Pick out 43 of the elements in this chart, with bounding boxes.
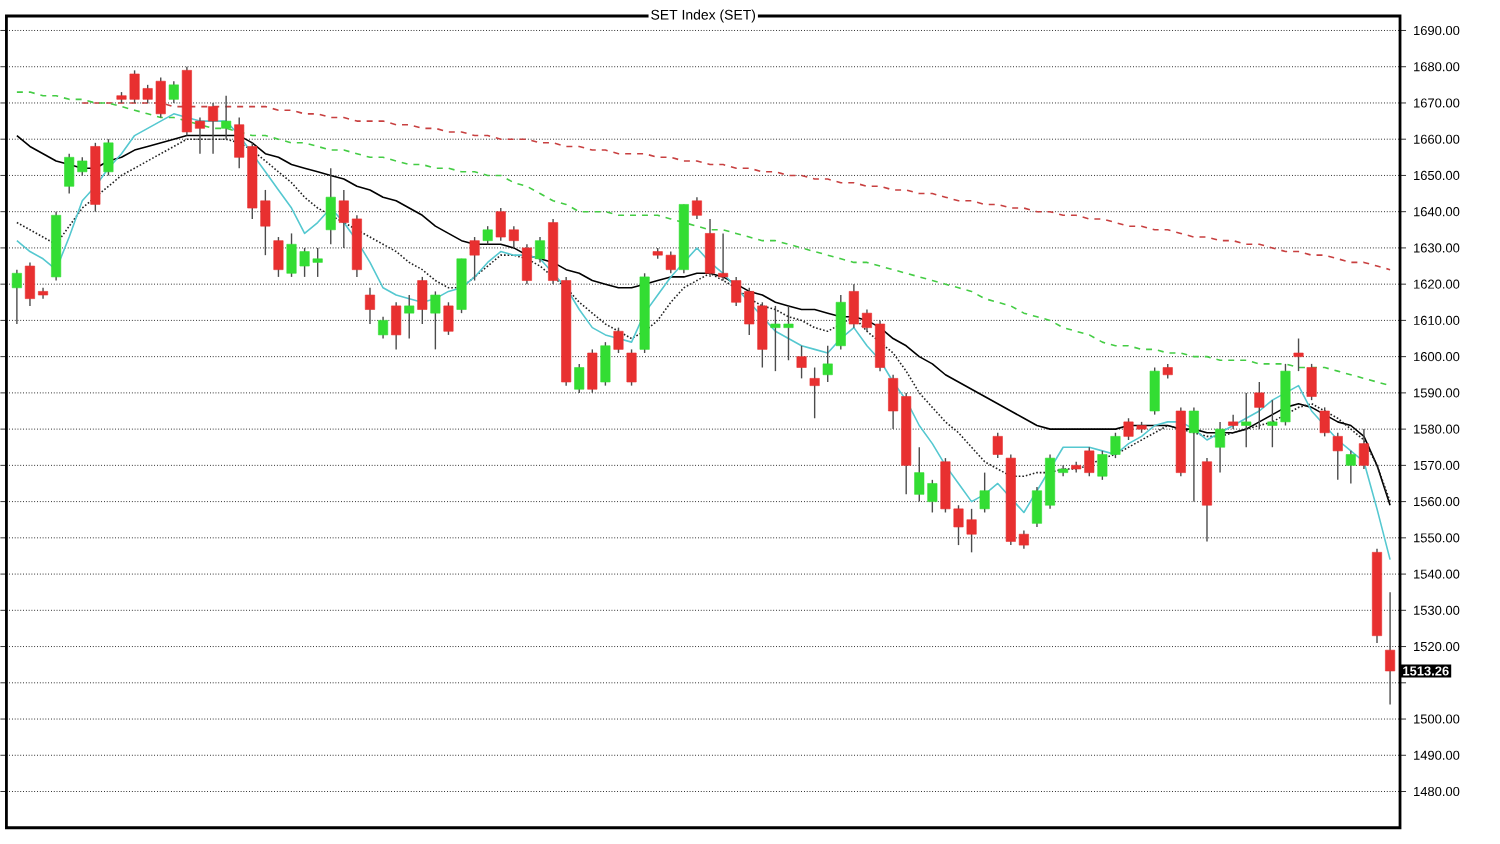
candlestick bbox=[574, 363, 585, 394]
candlestick bbox=[1188, 406, 1199, 503]
candlestick bbox=[992, 432, 1003, 459]
candlestick bbox=[613, 327, 624, 354]
candlestick bbox=[11, 269, 22, 325]
candlestick bbox=[521, 243, 532, 285]
candlestick bbox=[587, 348, 598, 394]
candlestick bbox=[796, 345, 807, 380]
candlestick bbox=[1215, 421, 1226, 474]
candlestick bbox=[417, 276, 428, 325]
candlestick bbox=[626, 348, 637, 387]
candlestick bbox=[430, 290, 441, 351]
candlestick bbox=[325, 167, 336, 246]
candlestick bbox=[979, 472, 990, 514]
candlestick bbox=[1332, 432, 1343, 481]
candlestick bbox=[443, 301, 454, 336]
candlestick bbox=[1345, 450, 1356, 485]
candlestick bbox=[1149, 366, 1160, 416]
candlestick bbox=[378, 316, 389, 340]
candlestick bbox=[1306, 363, 1317, 401]
candlestick bbox=[364, 287, 375, 325]
candlestick bbox=[273, 236, 284, 278]
candlestick bbox=[469, 236, 480, 282]
candlestick bbox=[168, 80, 179, 104]
candlestick bbox=[835, 294, 846, 351]
candlestick bbox=[1293, 337, 1304, 372]
candlestick bbox=[1358, 428, 1369, 470]
candlestick bbox=[482, 225, 493, 246]
candlestick bbox=[103, 138, 114, 177]
candlestick bbox=[691, 196, 702, 220]
candlestick bbox=[822, 345, 833, 383]
candlestick bbox=[1385, 591, 1396, 706]
candlestick bbox=[1228, 414, 1239, 430]
candlestick bbox=[1241, 392, 1252, 449]
candlestick bbox=[1201, 457, 1212, 543]
candlestick bbox=[535, 236, 546, 264]
candlestick bbox=[1254, 381, 1265, 430]
candlestick bbox=[809, 366, 820, 420]
candlestick bbox=[600, 341, 611, 387]
candlestick bbox=[391, 301, 402, 351]
candlestick bbox=[1319, 406, 1330, 438]
candlestick bbox=[221, 95, 232, 141]
candlestick bbox=[404, 294, 415, 340]
